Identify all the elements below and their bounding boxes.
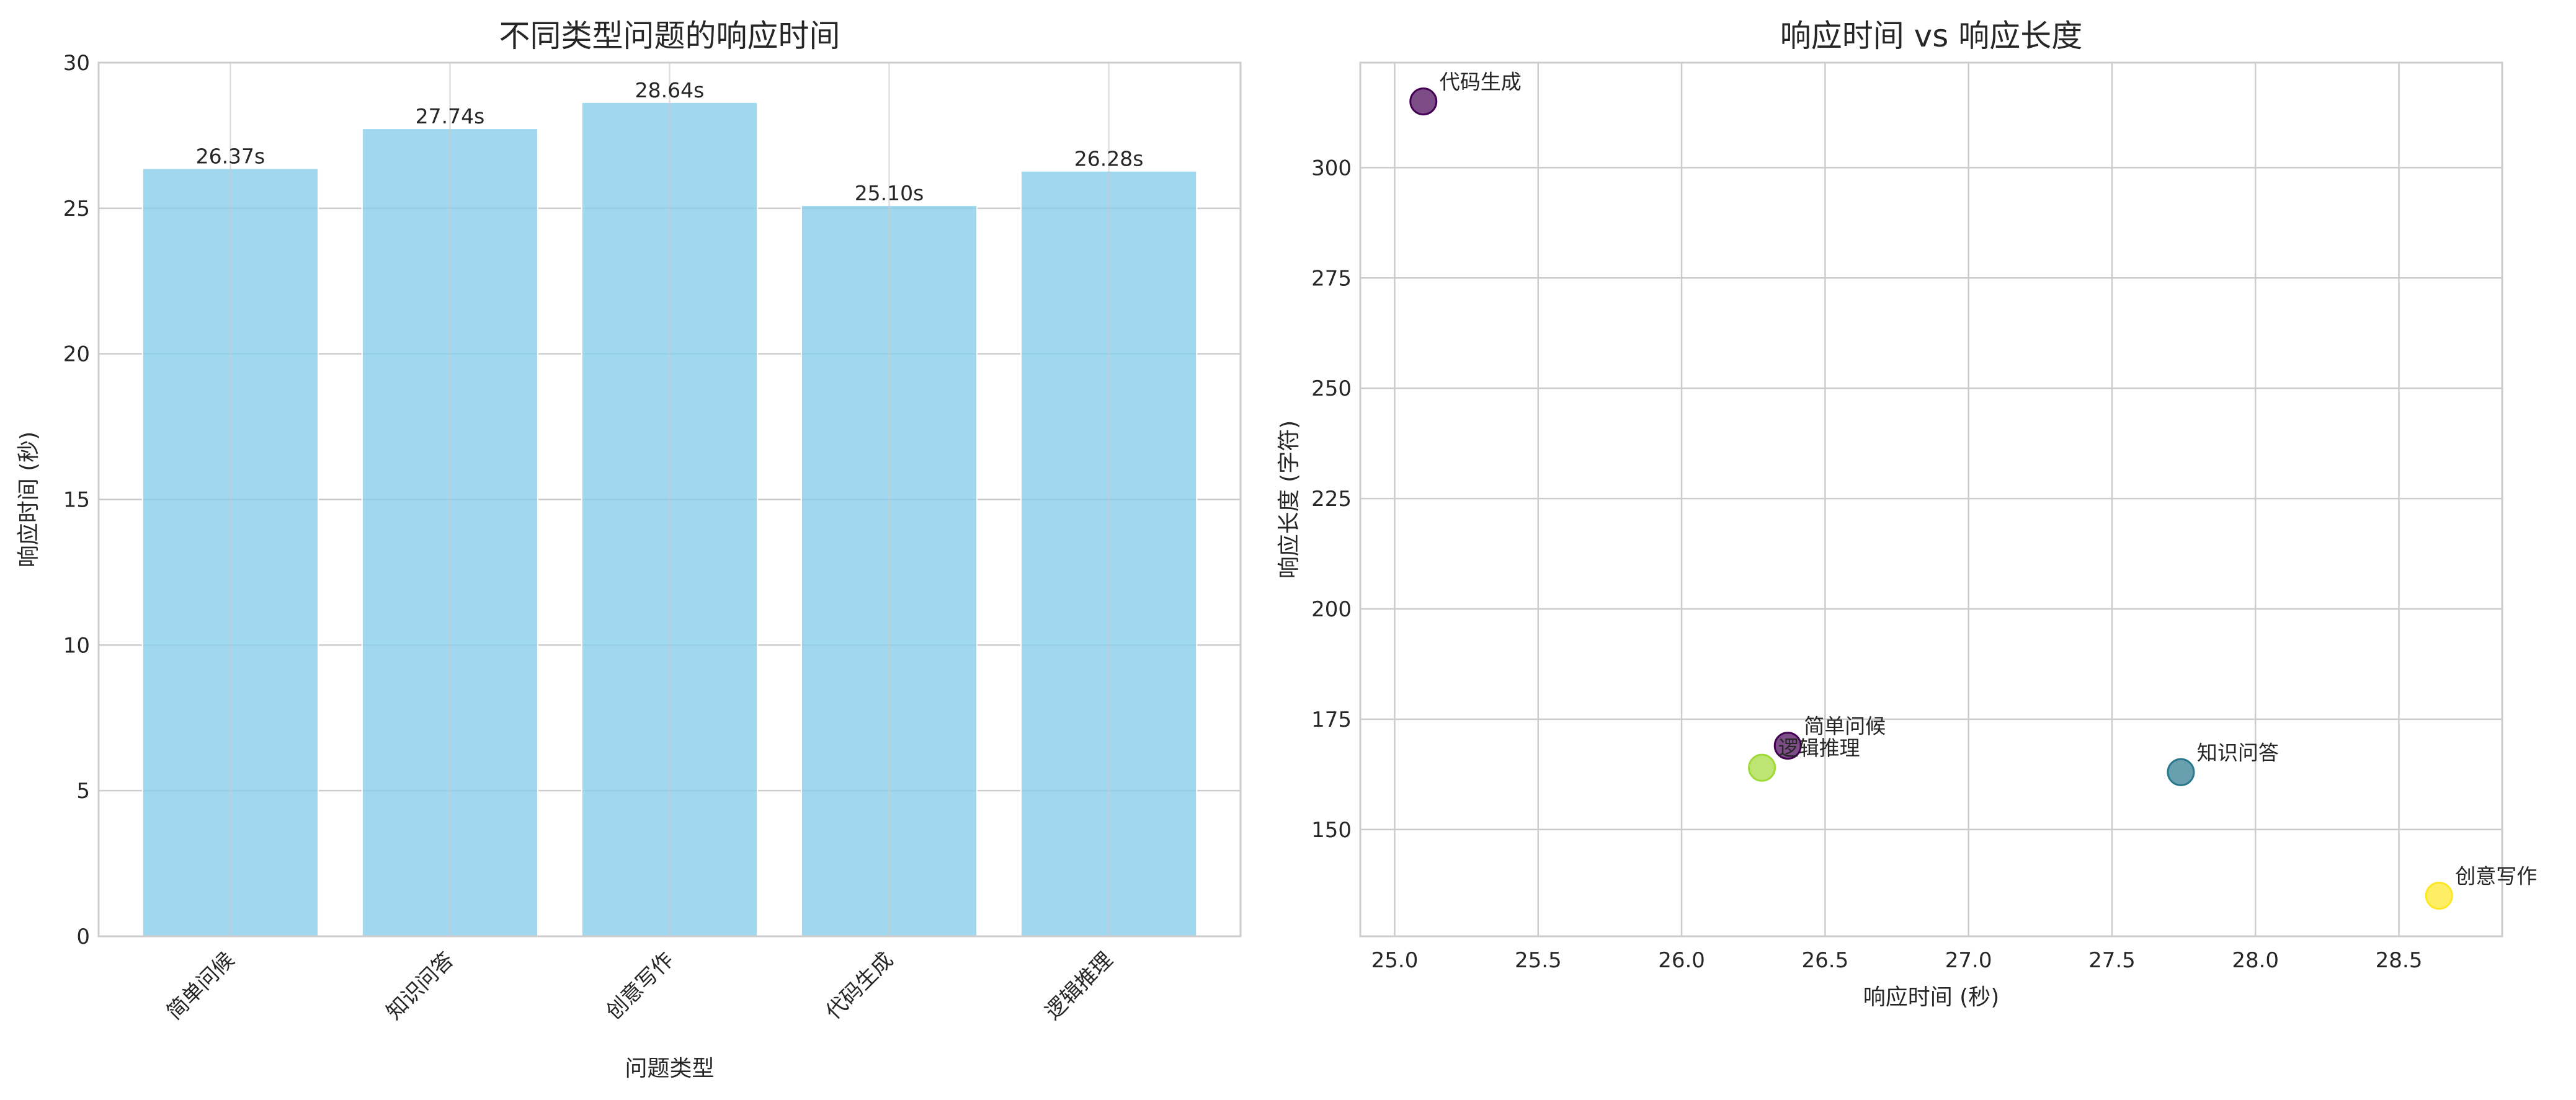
x-tick-label: 知识问答 — [381, 947, 458, 1024]
point-label: 逻辑推理 — [1778, 736, 1860, 760]
x-axis-label: 问题类型 — [625, 1056, 714, 1081]
y-axis-label: 响应时间 (秒) — [16, 432, 42, 568]
x-tick-label: 创意写作 — [601, 947, 678, 1024]
bar-data-label: 27.74s — [416, 104, 485, 128]
y-tick-label: 10 — [63, 633, 90, 658]
point-label: 简单问候 — [1804, 714, 1886, 739]
axes-frame — [1359, 61, 2503, 938]
x-tick-label: 26.5 — [1802, 948, 1849, 973]
x-tick-label: 简单问候 — [162, 947, 239, 1024]
x-tick-label: 28.0 — [2232, 948, 2279, 973]
point-label: 代码生成 — [1440, 70, 1522, 94]
bar-data-label: 28.64s — [635, 78, 705, 102]
scatter-chart: 25.0 25.5 26.0 26.5 27.0 27.5 28.0 28.5 150 175 20… — [1277, 18, 2537, 1010]
bar-data-label: 26.28s — [1074, 147, 1144, 171]
y-tick-label: 25 — [63, 197, 90, 221]
x-tick-label: 27.5 — [2088, 948, 2136, 973]
bar-data-label: 26.37s — [196, 144, 265, 168]
scatter-point — [1773, 732, 1802, 760]
y-tick-label: 0 — [76, 925, 90, 949]
x-tick-label: 26.0 — [1658, 948, 1705, 973]
x-tick-label: 25.5 — [1515, 948, 1562, 973]
y-tick-label: 5 — [76, 779, 90, 804]
bar-chart: 0 5 10 15 20 25 30 26.37s 简单问候 27.74s 知识问答 28.64s 创意… — [16, 18, 1242, 1081]
y-tick-label: 20 — [63, 342, 90, 367]
y-tick-label: 175 — [1311, 707, 1352, 732]
scatter-point — [2425, 882, 2453, 910]
x-tick-label: 27.0 — [1945, 948, 1992, 973]
y-tick-label: 30 — [63, 51, 90, 76]
axes-frame — [97, 61, 1242, 938]
x-tick-label: 代码生成 — [821, 947, 898, 1024]
y-axis-label: 响应长度 (字符) — [1277, 420, 1302, 579]
bar-data-label: 25.10s — [855, 181, 924, 205]
scatter-point — [2167, 758, 2195, 786]
chart-title: 响应时间 vs 响应长度 — [1780, 18, 2082, 54]
y-tick-label: 150 — [1311, 818, 1352, 843]
x-tick-label: 25.0 — [1371, 948, 1419, 973]
y-tick-label: 250 — [1311, 376, 1352, 401]
chart-title: 不同类型问题的响应时间 — [499, 18, 840, 54]
x-tick-label: 逻辑推理 — [1040, 947, 1117, 1024]
y-tick-label: 200 — [1311, 597, 1352, 622]
y-tick-label: 275 — [1311, 266, 1352, 291]
y-tick-label: 300 — [1311, 156, 1352, 180]
y-tick-label: 225 — [1311, 487, 1352, 512]
scatter-point — [1748, 753, 1776, 782]
y-tick-label: 15 — [63, 488, 90, 513]
scatter-point — [1409, 87, 1438, 116]
x-axis-label: 响应时间 (秒) — [1863, 985, 2000, 1010]
point-label: 创意写作 — [2455, 864, 2537, 889]
point-label: 知识问答 — [2197, 740, 2279, 765]
x-tick-label: 28.5 — [2376, 948, 2423, 973]
